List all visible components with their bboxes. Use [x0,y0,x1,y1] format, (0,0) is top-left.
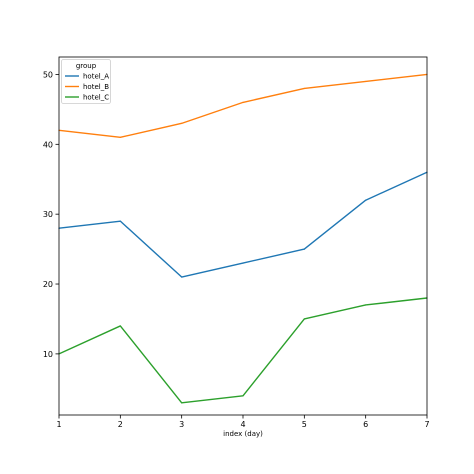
data-point-hotel_B-5 [303,87,305,90]
legend-title: group [76,62,97,70]
y-tick-label: 20 [43,280,53,289]
data-point-hotel_B-2 [119,136,121,138]
data-point-hotel_C-6 [365,304,367,306]
series-layer [58,73,428,404]
legend-frame [61,59,111,104]
x-axis-label: index (day) [223,430,263,438]
x-tick-label: 3 [179,420,184,429]
plot-area [59,57,427,415]
data-point-hotel_A-3 [181,276,183,278]
legend: group hotel_A hotel_B hotel_C [61,59,111,104]
y-tick-label: 10 [43,350,53,359]
data-point-hotel_C-3 [181,402,183,404]
legend-label-hotel_B: hotel_B [83,83,109,91]
y-axis: 10 20 30 40 50 [43,70,59,359]
data-point-hotel_C-4 [242,395,244,397]
y-tick-label: 30 [43,210,53,219]
data-point-hotel_C-2 [119,325,121,327]
data-point-hotel_A-5 [303,248,305,250]
data-point-hotel_B-6 [365,80,367,83]
x-tick-label: 7 [424,420,429,429]
data-point-hotel_B-3 [181,122,183,124]
legend-label-hotel_A: hotel_A [83,73,109,81]
data-point-hotel_A-4 [242,262,244,264]
x-axis: 1 2 3 4 5 6 7 [56,415,430,429]
x-tick-label: 1 [56,420,61,429]
data-point-hotel_B-4 [242,101,244,103]
data-point-hotel_A-2 [119,220,121,222]
x-tick-label: 4 [240,420,245,429]
x-tick-label: 2 [118,420,123,429]
y-tick-label: 50 [43,70,53,79]
x-tick-label: 6 [363,420,368,429]
data-point-hotel_C-5 [303,318,305,320]
data-point-hotel_A-6 [365,199,367,201]
x-tick-label: 5 [302,420,307,429]
legend-entries: hotel_A hotel_B hotel_C [65,73,109,102]
y-tick-label: 40 [43,140,53,149]
legend-label-hotel_C: hotel_C [83,94,109,102]
